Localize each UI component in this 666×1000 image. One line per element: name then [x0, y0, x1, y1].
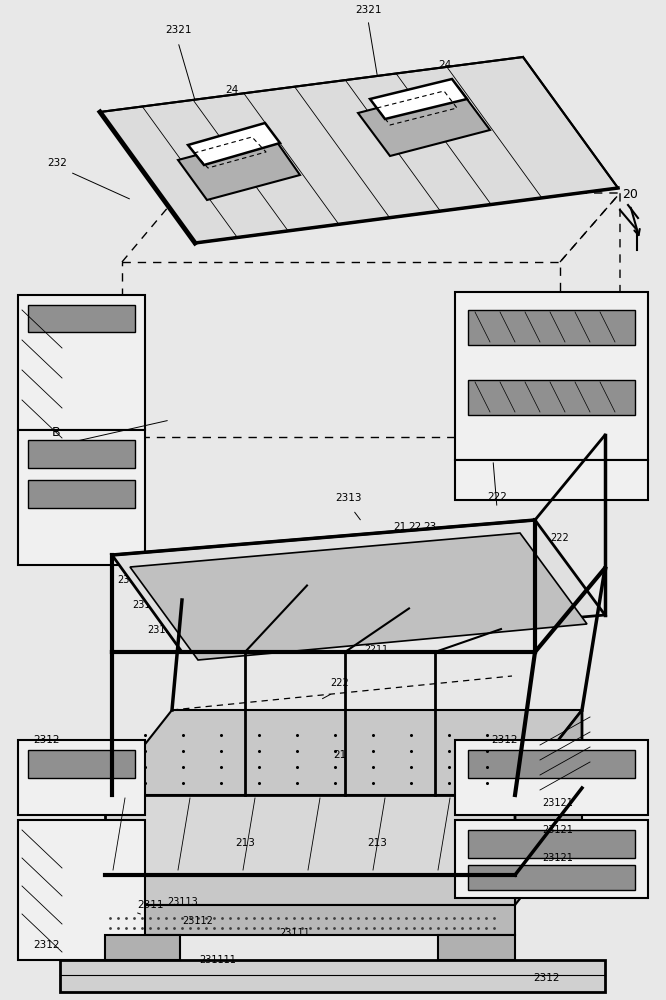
- Text: 2312: 2312: [533, 973, 559, 983]
- Polygon shape: [468, 380, 635, 415]
- Text: 2321: 2321: [355, 5, 381, 15]
- Polygon shape: [28, 305, 135, 332]
- Text: 23113: 23113: [168, 897, 198, 907]
- Polygon shape: [105, 935, 180, 960]
- Polygon shape: [105, 710, 582, 795]
- Polygon shape: [358, 87, 490, 156]
- Text: 231111: 231111: [200, 955, 236, 965]
- Polygon shape: [468, 865, 635, 890]
- Text: 23111: 23111: [280, 928, 310, 938]
- Polygon shape: [188, 123, 280, 165]
- Polygon shape: [515, 788, 582, 905]
- Text: 23121: 23121: [133, 600, 163, 610]
- Text: 2312: 2312: [492, 735, 518, 745]
- Polygon shape: [18, 820, 145, 960]
- Polygon shape: [515, 710, 582, 875]
- Text: 232: 232: [47, 158, 67, 168]
- Text: 213: 213: [367, 838, 387, 848]
- Text: 2211: 2211: [364, 646, 388, 654]
- Polygon shape: [112, 520, 605, 652]
- Text: 23121: 23121: [543, 825, 573, 835]
- Polygon shape: [105, 905, 515, 935]
- Polygon shape: [370, 79, 467, 119]
- Text: 2321: 2321: [165, 25, 191, 35]
- Polygon shape: [18, 295, 145, 430]
- Polygon shape: [178, 135, 300, 200]
- Polygon shape: [105, 875, 515, 905]
- Polygon shape: [468, 750, 635, 778]
- Text: 23121: 23121: [543, 853, 573, 863]
- Text: 2312: 2312: [33, 940, 59, 950]
- Text: 222: 222: [551, 533, 569, 543]
- Polygon shape: [455, 460, 648, 500]
- Text: 22: 22: [408, 522, 422, 532]
- Polygon shape: [455, 292, 648, 460]
- Text: 2221: 2221: [320, 593, 344, 602]
- Polygon shape: [18, 740, 145, 815]
- Polygon shape: [438, 935, 515, 960]
- Text: 2312: 2312: [33, 735, 59, 745]
- Text: 21: 21: [394, 522, 407, 532]
- Text: 23: 23: [424, 522, 437, 532]
- Polygon shape: [468, 830, 635, 858]
- Text: 2221: 2221: [303, 568, 327, 578]
- Polygon shape: [468, 310, 635, 345]
- Polygon shape: [60, 960, 605, 992]
- Text: 23121: 23121: [118, 575, 149, 585]
- Text: B: B: [52, 426, 61, 438]
- Polygon shape: [455, 740, 648, 815]
- Text: 24: 24: [225, 85, 238, 95]
- Polygon shape: [130, 533, 587, 660]
- Polygon shape: [455, 820, 648, 898]
- Polygon shape: [18, 430, 145, 565]
- Polygon shape: [28, 440, 135, 468]
- Text: 21: 21: [334, 750, 346, 760]
- Text: 222: 222: [487, 492, 507, 502]
- Text: 221: 221: [354, 624, 372, 633]
- Polygon shape: [100, 57, 618, 243]
- Text: 20: 20: [622, 188, 638, 202]
- Text: 23121: 23121: [148, 625, 178, 635]
- Text: 2221: 2221: [338, 617, 362, 626]
- Polygon shape: [28, 750, 135, 778]
- Text: 23112: 23112: [182, 916, 213, 926]
- Text: 2311: 2311: [137, 900, 163, 910]
- Text: 213: 213: [235, 838, 255, 848]
- Text: 2313: 2313: [335, 493, 361, 503]
- Text: 23121: 23121: [543, 798, 573, 808]
- Text: 24: 24: [438, 60, 452, 70]
- Polygon shape: [105, 795, 515, 875]
- Text: 222: 222: [330, 678, 350, 688]
- Polygon shape: [28, 480, 135, 508]
